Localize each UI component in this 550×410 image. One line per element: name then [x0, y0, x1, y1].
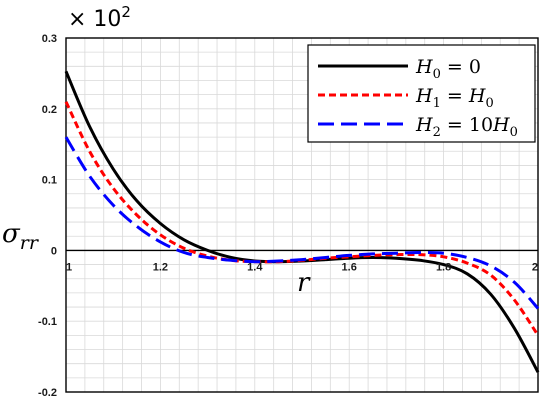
x-tick-label: 1.6 [342, 261, 357, 273]
x-axis-label: r [297, 268, 311, 298]
y-tick-label: 0.1 [42, 175, 57, 187]
x-tick-label: 2 [532, 261, 538, 273]
plot-frame [65, 37, 539, 393]
legend-label-1: H1 = H0 [415, 85, 494, 111]
legend: H0 = 0 H1 = H0 H2 = 10H0 [307, 44, 536, 143]
series-layer [64, 70, 540, 373]
y-tick-label: 0 [51, 245, 57, 257]
legend-label-2: H2 = 10H0 [415, 114, 518, 140]
y-tick-label: 0.2 [42, 104, 57, 116]
y-tick-label: -0.1 [38, 316, 57, 328]
y-tick-label: -0.2 [38, 387, 57, 399]
x-tick-label: 1 [66, 261, 72, 273]
series-line-2 [64, 136, 540, 310]
x-tick-label: 1.8 [436, 261, 451, 273]
axes [65, 37, 539, 393]
y-tick-label: 0.3 [42, 33, 57, 45]
scale-note: × 102 [68, 3, 131, 32]
tick-labels: -0.2 -0.1 0 0.1 0.2 0.3 1 1.2 1.4 1.6 1.8 2 [38, 33, 538, 399]
legend-label-0: H0 = 0 [415, 56, 481, 82]
x-tick-label: 1.4 [247, 261, 263, 273]
x-tick-label: 1.2 [153, 261, 168, 273]
y-axis-label: σrr [2, 219, 40, 254]
